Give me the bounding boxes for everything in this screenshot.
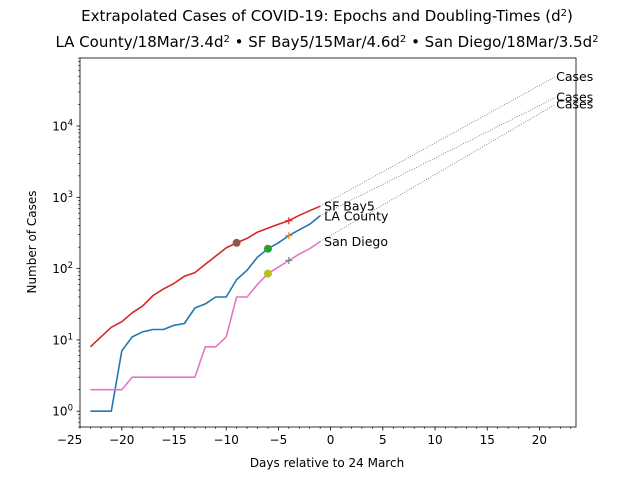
series-marker <box>285 217 293 225</box>
x-tick-label: 5 <box>379 433 387 447</box>
extrapolation-label: Cases <box>556 97 593 112</box>
title-line-1-text: Extrapolated Cases of COVID-19: Epochs a… <box>81 7 560 25</box>
series-marker <box>285 232 293 240</box>
y-axis-label: Number of Cases <box>25 190 39 293</box>
title-line-1-close: ) <box>567 7 573 25</box>
chart-title-line-2: LA County/18Mar/3.4d2 • SF Bay5/15Mar/4.… <box>55 33 598 51</box>
x-tick-label: 0 <box>327 433 335 447</box>
x-tick-label: 10 <box>427 433 442 447</box>
series-line <box>90 215 321 413</box>
title-line-1-sup: 2 <box>561 8 567 19</box>
series-marker <box>285 256 293 264</box>
title-line-2-part-2: • San Diego/18Mar/3.5d <box>406 33 592 51</box>
y-tick-exp: 2 <box>68 261 73 271</box>
y-tick-label: 100 <box>52 404 73 419</box>
y-tick-base: 10 <box>52 333 67 347</box>
series-line <box>90 240 321 391</box>
chart-title: Extrapolated Cases of COVID-19: Epochs a… <box>55 7 598 51</box>
y-tick-label: 103 <box>52 190 73 205</box>
x-tick-label: 20 <box>532 433 547 447</box>
y-tick-base: 10 <box>52 405 67 419</box>
series-label: San Diego <box>324 234 388 249</box>
extrapolation-line <box>320 76 556 207</box>
series-label: LA County <box>324 208 389 223</box>
y-tick-exp: 4 <box>68 119 73 129</box>
y-tick-label: 102 <box>52 261 73 276</box>
y-tick-label: 101 <box>52 332 73 347</box>
epoch-point <box>263 269 272 278</box>
epoch-point <box>232 238 241 247</box>
extrapolation-line <box>320 104 556 242</box>
title-line-2-sup-2: 2 <box>592 34 598 45</box>
title-line-2-part-0: LA County/18Mar/3.4d <box>55 33 223 51</box>
x-tick-label: −10 <box>214 433 239 447</box>
title-line-2-sup-1: 2 <box>400 34 406 45</box>
title-line-2-part-1: • SF Bay5/15Mar/4.6d <box>230 33 400 51</box>
title-line-2-sup-0: 2 <box>223 34 229 45</box>
x-tick-label: −20 <box>109 433 134 447</box>
y-tick-exp: 3 <box>68 190 73 200</box>
axes-frame <box>79 57 577 428</box>
extrapolation-label: Cases <box>556 90 593 105</box>
x-tick-label: −25 <box>57 433 82 447</box>
chart-title-line-1: Extrapolated Cases of COVID-19: Epochs a… <box>81 7 573 25</box>
x-tick-label: −15 <box>161 433 186 447</box>
plot-area: −25 −20 −15 −10 −5 0 5 10 15 20100101102103104Cas… <box>52 57 593 447</box>
x-axis-label: Days relative to 24 March <box>250 456 404 470</box>
series-line <box>89 205 321 348</box>
y-tick-base: 10 <box>52 120 67 134</box>
x-tick-label: −5 <box>270 433 288 447</box>
x-tick-label: 15 <box>480 433 495 447</box>
y-tick-exp: 0 <box>68 404 73 414</box>
y-tick-label: 104 <box>52 119 73 134</box>
y-tick-base: 10 <box>52 191 67 205</box>
y-tick-base: 10 <box>52 262 67 276</box>
series-label: SF Bay5 <box>324 199 375 214</box>
epoch-point <box>263 244 272 253</box>
extrapolation-label: Cases <box>556 69 593 84</box>
y-tick-exp: 1 <box>68 332 73 342</box>
